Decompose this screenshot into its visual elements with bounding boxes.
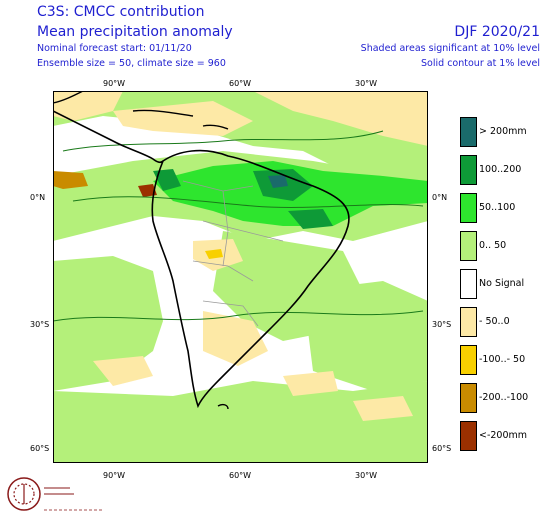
logo-emblem-icon [7, 477, 104, 511]
shade-0-50-south-atlantic [303, 281, 428, 391]
legend-label: <-200mm [479, 430, 528, 441]
shade-100-200-2 [288, 209, 333, 229]
climate-change-service-logo [4, 472, 114, 516]
tick-left-60s: 60°S [30, 444, 50, 453]
tick-top-60w: 60°W [229, 79, 252, 88]
borders-south-america [182, 180, 284, 327]
shaded-note: Shaded areas significant at 10% level [360, 43, 540, 54]
legend-item-lt-neg200: <-200mm [460, 421, 545, 453]
tick-bottom-30w: 30°W [355, 471, 378, 480]
shade-neg100-bolivia [205, 249, 223, 259]
shade-100-200-3 [153, 169, 181, 191]
title-line-2: Mean precipitation anomaly [37, 24, 233, 40]
tick-right-60s: 60°S [432, 444, 452, 453]
shade-neglt200-pacific [138, 184, 157, 197]
tick-right-30s: 30°S [432, 320, 452, 329]
tick-bottom-60w: 60°W [229, 471, 252, 480]
legend-label: - 50..0 [479, 316, 510, 327]
legend-label: 100..200 [479, 164, 522, 175]
legend-item-gt200: > 200mm [460, 117, 545, 149]
tick-top-30w: 30°W [355, 79, 378, 88]
tick-top-90w: 90°W [103, 79, 126, 88]
contour-south [53, 310, 424, 322]
shade-neg50-south-2 [283, 371, 338, 396]
forecast-start-text: Nominal forecast start: 01/11/20 [37, 43, 192, 54]
legend-label: 0.. 50 [479, 240, 507, 251]
legend-label: -200..-100 [479, 392, 529, 403]
legend-label: -100..- 50 [479, 354, 526, 365]
legend-item-0-50: 0.. 50 [460, 231, 545, 263]
shade-neg50-south-3 [353, 396, 413, 421]
contour-north [62, 130, 384, 152]
shade-neg50-argentina [203, 311, 268, 366]
legend-item-neg200-neg100: -200..-100 [460, 383, 545, 415]
shade-neg50-south-1 [93, 356, 153, 386]
coast-caribbean-islands [132, 109, 229, 130]
shade-neg50-north-2 [253, 91, 428, 146]
legend-label: > 200mm [479, 126, 527, 137]
legend-item-100-200: 100..200 [460, 155, 545, 187]
legend-swatch [460, 117, 477, 147]
period-title: DJF 2020/21 [454, 24, 540, 40]
coast-central-america [53, 110, 164, 164]
contour-note: Solid contour at 1% level [421, 58, 540, 69]
legend-swatch [460, 307, 477, 337]
tick-left-30s: 30°S [30, 320, 50, 329]
tick-left-0n: 0°N [30, 193, 46, 202]
legend-swatch [460, 193, 477, 223]
shade-gt200 [268, 175, 288, 188]
contour-equator [72, 196, 424, 208]
coast-south-america [151, 149, 350, 409]
shade-0-50-southern [53, 381, 428, 463]
shade-neg200-pacific [53, 171, 88, 189]
precipitation-anomaly-map [53, 91, 428, 463]
legend-swatch [460, 383, 477, 413]
legend-item-no-signal: No Signal [460, 269, 545, 301]
shade-neg50-carib [113, 101, 253, 136]
legend-item-neg100-neg50: -100..- 50 [460, 345, 545, 377]
legend-item-50-100: 50..100 [460, 193, 545, 225]
title-line-1: C3S: CMCC contribution [37, 4, 205, 20]
legend-item-neg50-0: - 50..0 [460, 307, 545, 339]
coast-falklands [217, 403, 229, 410]
legend-swatch [460, 421, 477, 451]
tick-bottom-90w: 90°W [103, 471, 126, 480]
legend-swatch [460, 345, 477, 375]
legend-swatch [460, 231, 477, 261]
legend-label: 50..100 [479, 202, 516, 213]
legend-label: No Signal [479, 278, 525, 289]
legend-swatch [460, 269, 477, 299]
shade-neg50-north-1 [53, 91, 123, 121]
ensemble-size-text: Ensemble size = 50, climate size = 960 [37, 58, 226, 69]
legend-swatch [460, 155, 477, 185]
tick-right-0n: 0°N [432, 193, 448, 202]
